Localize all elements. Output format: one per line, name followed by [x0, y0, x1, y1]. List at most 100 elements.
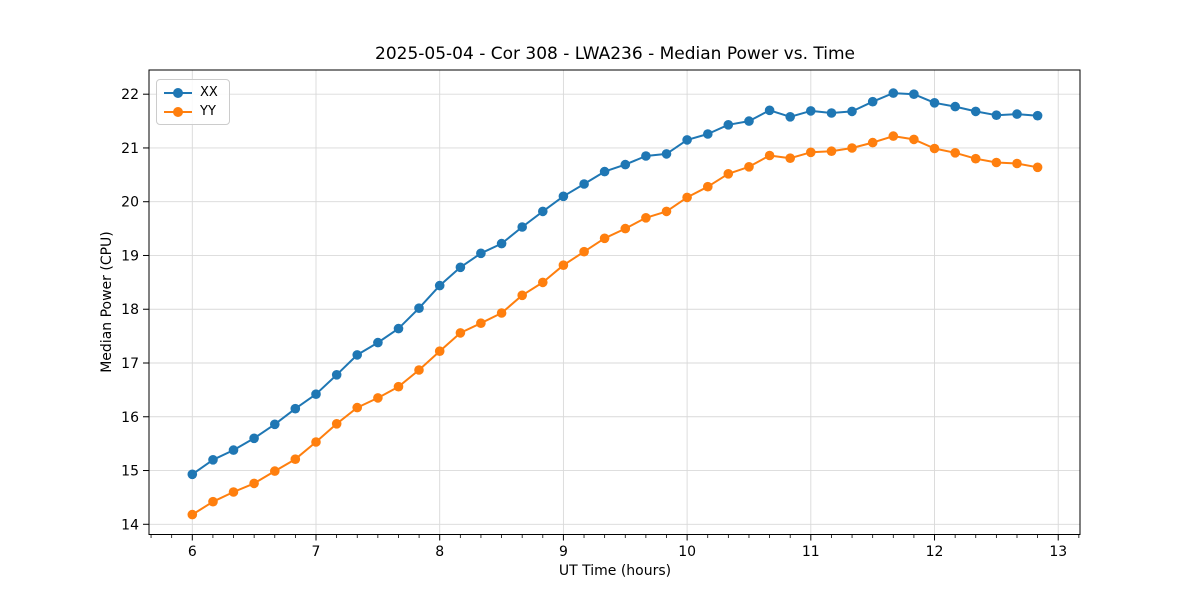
y-tick-label: 22 [121, 87, 139, 103]
data-point-yy [991, 157, 1002, 168]
data-point-yy [599, 233, 610, 244]
axes-spines [148, 69, 1081, 535]
data-point-xx [991, 110, 1002, 120]
data-point-yy [311, 437, 321, 447]
data-point-xx [352, 350, 363, 360]
x-tick-label: 10 [678, 544, 696, 560]
data-point-xx [311, 389, 321, 400]
x-axis-ticks: 6 7 8 9 10 11 12 13 [188, 534, 1067, 560]
grid-lines [149, 70, 1080, 535]
legend-label-xx: XX [200, 85, 218, 100]
data-point-yy [414, 365, 424, 375]
legend: XX YY [156, 79, 230, 125]
x-tick-label: 12 [926, 544, 944, 560]
y-tick-label: 15 [121, 464, 139, 480]
y-tick-label: 18 [121, 302, 139, 318]
data-point-yy [950, 148, 960, 158]
y-axis-ticks: 14 15 16 17 18 19 20 21 22 [121, 87, 149, 533]
data-point-yy [847, 143, 857, 153]
data-point-xx [599, 166, 610, 177]
data-point-xx [661, 149, 672, 159]
x-tick-label: 13 [1049, 544, 1067, 560]
y-tick-label: 20 [121, 195, 139, 211]
series-yy [187, 131, 1043, 520]
data-point-xx [373, 337, 383, 348]
data-point-yy [558, 260, 569, 271]
data-point-yy [187, 509, 198, 520]
data-point-xx [496, 238, 507, 249]
x-axis-label: UT Time (hours) [558, 563, 672, 579]
y-tick-label: 21 [121, 141, 139, 157]
data-point-yy [1032, 162, 1043, 173]
x-tick-label: 11 [802, 544, 820, 560]
data-point-xx [888, 88, 899, 98]
data-point-yy [620, 223, 631, 234]
data-point-xx [393, 323, 404, 334]
data-point-xx [764, 105, 775, 116]
data-point-xx [703, 129, 713, 139]
data-point-yy [373, 393, 383, 403]
data-point-yy [331, 419, 342, 429]
data-point-yy [538, 277, 548, 288]
data-point-yy [888, 131, 899, 141]
data-point-xx [826, 108, 837, 118]
data-point-yy [1012, 158, 1022, 169]
y-tick-label: 17 [121, 356, 139, 372]
legend-label-yy: YY [200, 104, 216, 119]
data-point-xx [579, 179, 589, 189]
y-tick-label: 19 [121, 248, 139, 264]
data-point-xx [970, 106, 981, 117]
data-point-yy [290, 454, 301, 465]
data-point-xx [538, 206, 548, 217]
data-point-xx [950, 101, 960, 112]
data-point-xx [1012, 109, 1022, 119]
data-point-xx [476, 248, 486, 259]
data-point-xx [331, 370, 342, 380]
data-point-yy [434, 346, 445, 357]
legend-line-marker-xx [164, 87, 192, 98]
data-point-xx [455, 262, 466, 273]
data-point-xx [228, 445, 239, 455]
data-point-yy [496, 308, 507, 318]
data-point-xx [517, 222, 527, 232]
data-point-yy [641, 213, 651, 223]
x-tick-label: 9 [559, 544, 568, 560]
y-tick-label: 16 [121, 410, 139, 426]
data-point-xx [641, 151, 651, 161]
data-point-yy [703, 181, 713, 192]
x-minor-ticks [150, 534, 1080, 538]
data-point-xx [929, 98, 940, 108]
data-point-yy [723, 169, 734, 179]
data-point-yy [764, 150, 775, 161]
data-point-xx [187, 469, 198, 480]
data-point-xx [785, 112, 795, 122]
data-point-yy [208, 496, 218, 507]
data-point-xx [434, 280, 445, 291]
data-point-xx [867, 96, 878, 107]
data-point-yy [249, 478, 259, 489]
legend-entry-yy: YY [163, 104, 221, 119]
data-point-xx [806, 106, 816, 116]
series-xx [187, 88, 1043, 480]
x-tick-label: 7 [312, 544, 321, 560]
data-point-yy [352, 402, 363, 413]
x-tick-label: 6 [188, 544, 197, 560]
data-point-xx [558, 191, 569, 202]
data-point-yy [826, 146, 837, 156]
x-tick-label: 8 [435, 544, 444, 560]
data-point-yy [579, 246, 589, 257]
data-point-xx [909, 89, 919, 99]
data-point-yy [867, 137, 878, 148]
data-point-yy [661, 206, 672, 217]
legend-line-marker-yy [164, 106, 192, 117]
data-point-xx [620, 159, 631, 170]
series-line-yy [191, 135, 1038, 516]
data-point-yy [682, 192, 692, 203]
chart-title: 2025-05-04 - Cor 308 - LWA236 - Median P… [375, 44, 855, 64]
data-point-yy [744, 162, 754, 172]
data-point-xx [744, 116, 754, 126]
data-point-xx [208, 455, 218, 465]
data-point-xx [847, 106, 857, 117]
